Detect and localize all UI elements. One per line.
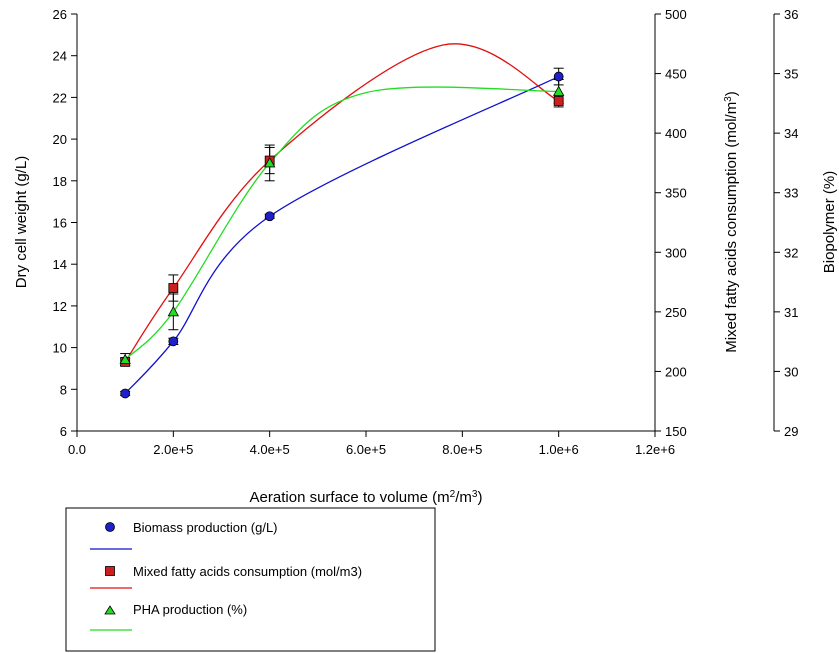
y-tick-label: 18 xyxy=(53,174,67,189)
y-left-axis-title: Dry cell weight (g/L) xyxy=(13,156,30,289)
y-right1-axis-title: Mixed fatty acids consumption (mol/m3) xyxy=(723,91,741,352)
curve-pha xyxy=(124,86,559,360)
curve-mfa xyxy=(124,43,559,363)
y-tick-label: 14 xyxy=(53,257,67,272)
data-markers xyxy=(119,71,565,399)
y-left-axis-ticks: 6 8 10 12 14 16 18 20 22 24 26 xyxy=(53,7,77,439)
fit-curves xyxy=(124,43,559,394)
y-tick-label: 34 xyxy=(784,126,798,141)
y-tick-label: 8 xyxy=(60,382,67,397)
y-tick-label: 36 xyxy=(784,7,798,22)
legend-marker-pha xyxy=(104,605,116,615)
y-tick-label: 500 xyxy=(665,7,687,22)
y-tick-label: 16 xyxy=(53,216,67,231)
y-tick-label: 250 xyxy=(665,305,687,320)
point-pha xyxy=(167,306,180,317)
x-tick-label: 1.2e+6 xyxy=(635,442,675,457)
curve-biomass xyxy=(124,75,559,394)
legend-label-biomass: Biomass production (g/L) xyxy=(133,520,278,535)
legend-marker-biomass xyxy=(105,522,115,532)
y-tick-label: 300 xyxy=(665,245,687,260)
x-axis-title: Aeration surface to volume (m2/m3) xyxy=(250,489,483,507)
y-tick-label: 24 xyxy=(53,49,67,64)
y-tick-label: 31 xyxy=(784,305,798,320)
legend-marker-mfa xyxy=(105,566,115,576)
x-tick-label: 4.0e+5 xyxy=(250,442,290,457)
y-tick-label: 32 xyxy=(784,245,798,260)
x-tick-label: 1.0e+6 xyxy=(539,442,579,457)
x-tick-label: 2.0e+5 xyxy=(153,442,193,457)
y-tick-label: 26 xyxy=(53,7,67,22)
y-tick-label: 10 xyxy=(53,341,67,356)
x-tick-label: 0.0 xyxy=(68,442,86,457)
y-tick-label: 33 xyxy=(784,186,798,201)
legend-label-mfa: Mixed fatty acids consumption (mol/m3) xyxy=(133,564,362,579)
legend: Biomass production (g/L) Mixed fatty aci… xyxy=(65,507,436,652)
legend-label-pha: PHA production (%) xyxy=(133,602,247,617)
y-right1-axis-ticks: 150 200 250 300 350 400 450 500 xyxy=(655,7,687,439)
point-pha xyxy=(119,353,131,364)
error-bars xyxy=(120,67,564,397)
point-mfa xyxy=(168,283,179,293)
x-tick-label: 8.0e+5 xyxy=(442,442,482,457)
y-tick-label: 400 xyxy=(665,126,687,141)
point-pha xyxy=(263,157,276,168)
point-biomass xyxy=(553,71,564,82)
y-tick-label: 35 xyxy=(784,67,798,82)
point-biomass xyxy=(168,336,179,347)
y-right2-axis-title: Biopolymer (%) xyxy=(821,171,838,274)
legend-box xyxy=(65,507,436,652)
y-tick-label: 450 xyxy=(665,67,687,82)
point-biomass xyxy=(264,211,275,222)
x-tick-label: 6.0e+5 xyxy=(346,442,386,457)
point-pha xyxy=(552,85,565,96)
y-right2-axis-ticks: 29 30 31 32 33 34 35 36 xyxy=(774,7,798,439)
y-tick-label: 29 xyxy=(784,424,798,439)
point-biomass xyxy=(120,388,131,399)
y-tick-label: 12 xyxy=(53,299,67,314)
x-axis-ticks: 0.0 2.0e+5 4.0e+5 6.0e+5 8.0e+5 1.0e+6 1.2e+6 xyxy=(68,431,675,457)
y-tick-label: 6 xyxy=(60,424,67,439)
y-tick-label: 22 xyxy=(53,90,67,105)
y-tick-label: 20 xyxy=(53,132,67,147)
y-tick-label: 200 xyxy=(665,364,687,379)
point-mfa xyxy=(553,96,564,106)
y-tick-label: 30 xyxy=(784,364,798,379)
y-tick-label: 350 xyxy=(665,186,687,201)
y-tick-label: 150 xyxy=(665,424,687,439)
